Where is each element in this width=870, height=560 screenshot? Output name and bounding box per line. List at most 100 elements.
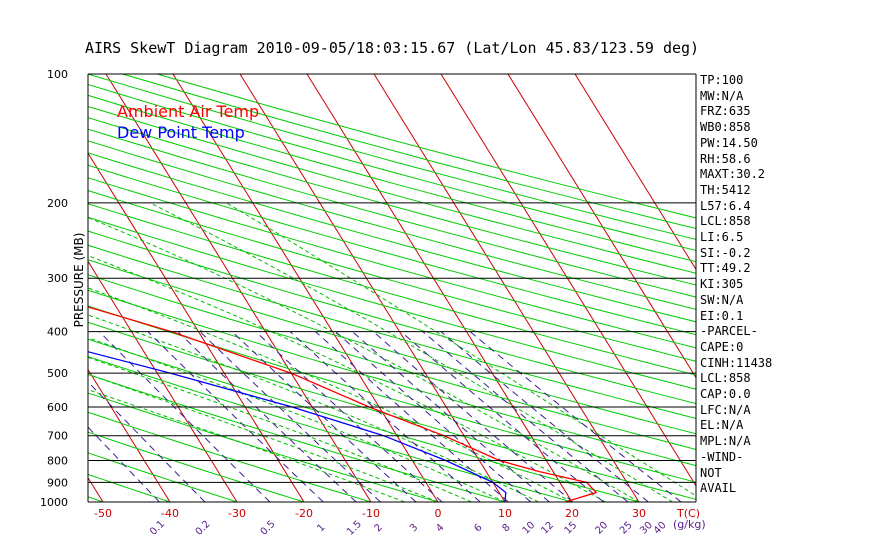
stat-line: AVAIL	[700, 481, 737, 496]
stat-line: WB0:858	[700, 120, 751, 135]
mixing-ratio-tick-label: 6	[472, 522, 484, 534]
dry-adiabat-line	[88, 431, 305, 502]
bottom-temp-tick-label: -40	[161, 507, 179, 520]
stat-line: KI:305	[700, 277, 744, 292]
mixing-ratio-tick-label: 2	[373, 522, 385, 534]
pressure-tick-label: 1000	[40, 496, 68, 509]
pressure-tick-label: 600	[47, 401, 68, 414]
isotherm-line	[440, 74, 696, 487]
mixing-ratio-tick-label: 0.5	[259, 519, 278, 538]
stat-line: RH:58.6	[700, 151, 751, 166]
pressure-tick-label: 500	[47, 367, 68, 380]
bottom-temp-tick-label: 0	[435, 507, 442, 520]
dry-adiabat-line	[88, 392, 439, 502]
dry-adiabat-line	[88, 305, 696, 483]
mixing-ratio-line	[88, 426, 160, 502]
mixing-ratio-line	[147, 331, 324, 502]
isotherm-line	[88, 152, 305, 502]
stat-line: EI:0.1	[700, 308, 744, 323]
mixing-ratio-unit-label: (g/kg)	[673, 518, 706, 531]
stat-line: TH:5412	[700, 182, 751, 197]
stat-line: MPL:N/A	[700, 434, 751, 449]
legend-dew-point-temp: Dew Point Temp	[117, 123, 245, 142]
dry-adiabat-line	[88, 452, 238, 502]
isotherm-line	[105, 74, 372, 502]
stat-line: CAPE:0	[700, 339, 744, 354]
dry-adiabat-line	[88, 140, 696, 310]
ambient-air-temp-line	[88, 306, 598, 502]
isotherm-line	[507, 74, 696, 379]
pressure-tick-label: 100	[47, 68, 68, 81]
moist-adiabat-line	[88, 287, 573, 502]
stat-line: NOT	[700, 465, 722, 480]
dry-adiabat-line	[88, 117, 696, 286]
stat-line: LI:6.5	[700, 230, 744, 244]
stat-line: L57:6.4	[700, 198, 751, 213]
mixing-ratio-tick-label: 10	[521, 520, 538, 537]
mixing-ratio-tick-label: 1.5	[345, 519, 364, 538]
isotherm-line	[373, 74, 640, 502]
isotherm-line	[88, 260, 238, 502]
pressure-tick-label: 400	[47, 326, 68, 339]
stat-line: SI:-0.2	[700, 245, 751, 260]
stat-line: TT:49.2	[700, 261, 751, 276]
stat-line: CAP:0.0	[700, 387, 751, 401]
stat-line: MW:N/A	[700, 88, 744, 103]
dry-adiabat-line	[88, 83, 696, 251]
dry-adiabat-line	[88, 244, 696, 419]
stat-line: EL:N/A	[700, 418, 744, 433]
isotherm-line	[574, 74, 696, 271]
mixing-ratio-tick-label: 0.2	[194, 519, 213, 538]
dry-adiabat-line	[88, 321, 696, 500]
stat-line: LCL:858	[700, 371, 751, 386]
dry-adiabat-line	[88, 230, 696, 405]
mixing-ratio-tick-label: 3	[408, 522, 420, 534]
pressure-tick-label: 200	[47, 197, 68, 210]
dry-adiabat-line	[88, 128, 696, 298]
pressure-tick-label: 300	[47, 272, 68, 285]
dry-adiabat-line	[88, 164, 696, 336]
stat-line: FRZ:635	[700, 104, 751, 119]
bottom-temp-tick-label: -30	[228, 507, 246, 520]
pressure-tick-label: 800	[47, 455, 68, 468]
isotherm-line	[239, 74, 506, 502]
mixing-ratio-tick-label: 12	[539, 520, 556, 537]
dry-adiabat-line	[88, 177, 696, 349]
moist-adiabat-line	[226, 202, 696, 497]
stat-line: -WIND-	[700, 449, 744, 464]
stat-line: SW:N/A	[700, 292, 744, 307]
bottom-temp-tick-label: 10	[498, 507, 512, 520]
dry-adiabat-line	[88, 105, 696, 274]
dry-adiabat-line	[88, 338, 640, 502]
mixing-ratio-tick-label: 8	[501, 522, 513, 534]
pressure-tick-label: 900	[47, 476, 68, 489]
stat-line: -PARCEL-	[700, 324, 758, 339]
legend-ambient-air-temp: Ambient Air Temp	[117, 102, 259, 121]
pressure-tick-label: 700	[47, 430, 68, 443]
mixing-ratio-tick-label: 25	[618, 520, 635, 537]
dry-adiabat-line	[88, 356, 573, 502]
isotherm-line	[306, 74, 573, 502]
chart-title: AIRS SkewT Diagram 2010-09-05/18:03:15.6…	[85, 39, 699, 57]
dry-adiabat-line	[88, 259, 696, 435]
mixing-ratio-tick-label: 15	[563, 520, 580, 537]
mixing-ratio-tick-label: 0.1	[148, 519, 167, 538]
bottom-temp-tick-label: -20	[295, 507, 313, 520]
plot-frame	[87, 73, 697, 503]
dry-adiabat-line	[88, 274, 696, 450]
stat-line: LCL:858	[700, 214, 751, 229]
mixing-ratio-tick-label: 40	[652, 520, 669, 537]
mixing-ratio-tick-label: 20	[593, 520, 610, 537]
bottom-temp-tick-label: 20	[565, 507, 579, 520]
stat-line: TP:100	[700, 73, 744, 87]
bottom-temp-tick-label: -50	[94, 507, 112, 520]
isotherm-line	[0, 74, 36, 502]
mixing-ratio-line	[469, 331, 682, 502]
stat-line: MAXT:30.2	[700, 167, 766, 182]
dry-adiabat-line	[88, 190, 696, 362]
dry-adiabat-line	[88, 411, 372, 502]
y-axis-label: PRESSURE (MB)	[72, 233, 86, 328]
mixing-ratio-tick-label: 4	[434, 522, 446, 534]
bottom-temp-tick-label: 30	[632, 507, 646, 520]
